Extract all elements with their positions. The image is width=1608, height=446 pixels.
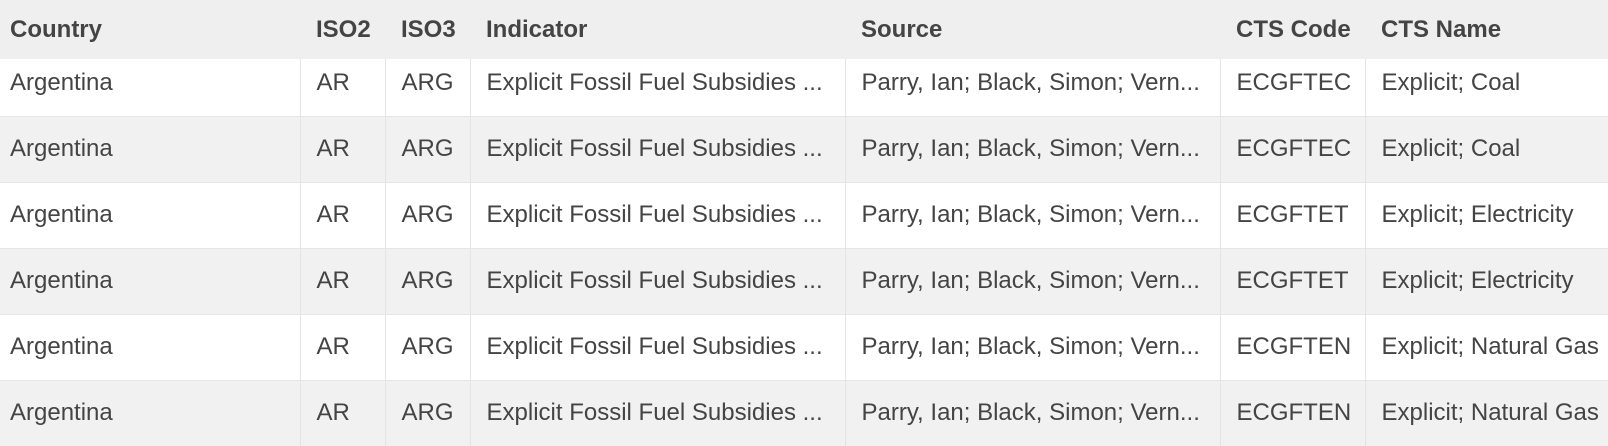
table-row[interactable]: Argentina AR ARG Explicit Fossil Fuel Su… — [0, 182, 1608, 248]
table-body: Argentina AR ARG Explicit Fossil Fuel Su… — [0, 59, 1608, 446]
cell-cts-code: ECGFTEN — [1220, 380, 1366, 446]
cell-country: Argentina — [0, 314, 301, 380]
cell-cts-name: Explicit; Coal — [1381, 69, 1521, 96]
cell-cts-name: Explicit; Coal — [1381, 135, 1521, 162]
cell-cts-code: ECGFTEC — [1220, 116, 1366, 182]
cell-country: Argentina — [0, 380, 301, 446]
cell-iso2: AR — [300, 248, 386, 314]
cell-indicator: Explicit Fossil Fuel Subsidies ... — [470, 182, 846, 248]
cell-indicator: Explicit Fossil Fuel Subsidies ... — [470, 116, 846, 182]
cell-iso3: ARG — [385, 314, 471, 380]
cell-cts-name: Explicit; Natural Gas — [1381, 333, 1599, 360]
cell-indicator: Explicit Fossil Fuel Subsidies ... — [470, 314, 846, 380]
cell-cts-code: ECGFTET — [1220, 248, 1366, 314]
cell-country: Argentina — [0, 116, 301, 182]
cell-indicator: Explicit Fossil Fuel Subsidies ... — [470, 380, 846, 446]
column-header-cts-name[interactable]: CTS Name — [1381, 15, 1502, 43]
cell-source: Parry, Ian; Black, Simon; Vern... — [845, 380, 1221, 446]
cell-cts-name: Explicit; Natural Gas — [1381, 399, 1599, 427]
column-header-iso3[interactable]: ISO3 — [401, 15, 456, 43]
cell-cts-code: ECGFTEC — [1220, 59, 1366, 116]
cell-cts-name: Explicit; Electricity — [1381, 201, 1574, 228]
cell-iso2: AR — [300, 380, 386, 446]
column-header-source[interactable]: Source — [861, 15, 943, 43]
cell-source: Parry, Ian; Black, Simon; Vern... — [845, 59, 1221, 116]
cell-iso2: AR — [300, 182, 386, 248]
table-row[interactable]: Argentina AR ARG Explicit Fossil Fuel Su… — [0, 314, 1608, 380]
cell-cts-code: ECGFTET — [1220, 182, 1366, 248]
column-header-iso2[interactable]: ISO2 — [316, 15, 371, 43]
cell-iso2: AR — [300, 59, 386, 116]
cell-iso2: AR — [300, 314, 386, 380]
cell-iso3: ARG — [385, 248, 471, 314]
table-row[interactable]: Argentina AR ARG Explicit Fossil Fuel Su… — [0, 116, 1608, 182]
cell-country: Argentina — [0, 248, 301, 314]
table-row[interactable]: Argentina AR ARG Explicit Fossil Fuel Su… — [0, 380, 1608, 446]
cell-iso3: ARG — [385, 59, 471, 116]
cell-source: Parry, Ian; Black, Simon; Vern... — [845, 248, 1221, 314]
header-row: Country ISO2 ISO3 Indicator Source CTS C… — [0, 0, 1608, 59]
table-row[interactable]: Argentina AR ARG Explicit Fossil Fuel Su… — [0, 248, 1608, 314]
cell-source: Parry, Ian; Black, Simon; Vern... — [845, 116, 1221, 182]
table-row[interactable]: Argentina AR ARG Explicit Fossil Fuel Su… — [0, 59, 1608, 116]
cell-source: Parry, Ian; Black, Simon; Vern... — [845, 314, 1221, 380]
table-header: Country ISO2 ISO3 Indicator Source CTS C… — [0, 0, 1608, 59]
column-header-cts-code[interactable]: CTS Code — [1236, 15, 1351, 43]
cell-iso3: ARG — [385, 380, 471, 446]
cell-indicator: Explicit Fossil Fuel Subsidies ... — [470, 59, 846, 116]
cell-iso2: AR — [300, 116, 386, 182]
column-header-indicator[interactable]: Indicator — [486, 15, 588, 43]
cell-iso3: ARG — [385, 116, 471, 182]
cell-country: Argentina — [0, 59, 301, 116]
cell-source: Parry, Ian; Black, Simon; Vern... — [845, 182, 1221, 248]
column-header-country[interactable]: Country — [10, 15, 102, 43]
cell-country: Argentina — [0, 182, 301, 248]
cell-cts-code: ECGFTEN — [1220, 314, 1366, 380]
cell-iso3: ARG — [385, 182, 471, 248]
cell-cts-name: Explicit; Electricity — [1381, 267, 1574, 294]
cell-indicator: Explicit Fossil Fuel Subsidies ... — [470, 248, 846, 314]
